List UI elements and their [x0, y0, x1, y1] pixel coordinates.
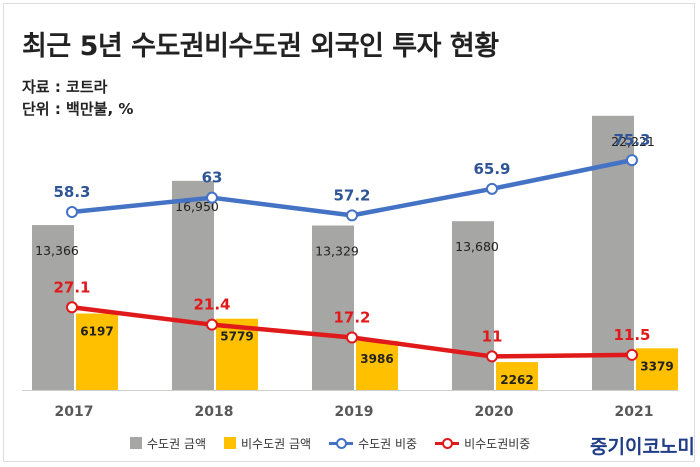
bar-value-label-nonseoul-amount-2021: 3379 [640, 359, 673, 373]
line-value-label-nonseoul-share-2019: 17.2 [333, 308, 370, 326]
legend-swatch-seoul-share [329, 437, 354, 449]
x-tick-label-2021: 2021 [615, 404, 654, 420]
bar-value-label-seoul-amount-2020: 13,680 [455, 239, 499, 254]
marker-seoul-share-2017 [66, 206, 78, 219]
x-tick-label-2019: 2019 [335, 404, 374, 420]
legend-label-seoul-amount: 수도권 금액 [147, 436, 207, 451]
bar-nonseoul-amount-2017 [76, 313, 118, 390]
legend-label-seoul-share: 수도권 비중 [358, 436, 418, 451]
brand-logo: 중기이코노미 [590, 436, 695, 458]
marker-nonseoul-share-2018 [206, 318, 218, 331]
bar-nonseoul-amount-2018 [216, 318, 258, 390]
legend-swatch-nonseoul-share [435, 437, 460, 449]
marker-nonseoul-share-2021 [626, 348, 638, 361]
line-value-label-nonseoul-share-2018: 21.4 [193, 296, 230, 314]
bar-value-label-seoul-amount-2019: 13,329 [315, 244, 359, 259]
bar-nonseoul-amount-2019 [356, 340, 398, 390]
marker-seoul-share-2018 [206, 191, 218, 204]
bar-nonseoul-amount-2021 [636, 348, 678, 390]
bar-value-label-nonseoul-amount-2018: 5779 [220, 330, 253, 344]
bar-value-label-seoul-amount-2021: 22,221 [611, 134, 655, 149]
marker-nonseoul-share-2020 [486, 350, 498, 363]
bar-value-label-nonseoul-amount-2019: 3986 [360, 352, 393, 366]
marker-nonseoul-share-2019 [346, 331, 358, 344]
bar-seoul-amount-2018 [172, 180, 214, 390]
bar-nonseoul-amount-2020 [496, 362, 538, 390]
chart-frame [3, 3, 695, 462]
legend-item-seoul-amount: 수도권 금액 [130, 435, 206, 452]
marker-seoul-share-2019 [346, 209, 358, 222]
legend-item-seoul-share: 수도권 비중 [329, 435, 417, 452]
marker-nonseoul-share-2017 [66, 301, 78, 314]
line-value-label-nonseoul-share-2017: 27.1 [53, 278, 90, 296]
unit-note: 단위 : 백만불, % [22, 100, 134, 118]
line-value-label-nonseoul-share-2020: 11 [482, 327, 503, 345]
marker-seoul-share-2020 [486, 182, 498, 195]
source-note: 자료 : 코트라 [22, 78, 108, 96]
chart-title: 최근 5년 수도권비수도권 외국인 투자 현황 [22, 31, 499, 62]
bar-value-label-seoul-amount-2017: 13,366 [35, 243, 79, 258]
x-tick-label-2020: 2020 [475, 404, 514, 420]
line-value-label-seoul-share-2019: 57.2 [333, 186, 370, 204]
legend-swatch-nonseoul-amount [224, 437, 237, 449]
bar-seoul-amount-2020 [452, 221, 494, 390]
line-value-label-nonseoul-share-2021: 11.5 [613, 326, 650, 344]
x-tick-label-2017: 2017 [55, 404, 94, 420]
bar-seoul-amount-2019 [312, 225, 354, 390]
line-value-label-seoul-share-2021: 75.3 [613, 131, 650, 149]
line-value-label-seoul-share-2017: 58.3 [53, 183, 90, 201]
line-value-label-seoul-share-2018: 63 [202, 169, 223, 187]
line-value-label-seoul-share-2020: 65.9 [473, 160, 510, 178]
legend-swatch-seoul-amount [130, 437, 142, 449]
bar-value-label-nonseoul-amount-2020: 2262 [500, 373, 533, 387]
legend-label-nonseoul-amount: 비수도권 금액 [241, 436, 312, 451]
legend: 수도권 금액 비수도권 금액 수도권 비중 비수도권비중 [130, 433, 530, 453]
legend-item-nonseoul-share: 비수도권비중 [435, 435, 530, 452]
legend-label-nonseoul-share: 비수도권비중 [464, 436, 531, 451]
legend-item-nonseoul-amount: 비수도권 금액 [224, 435, 311, 452]
bar-value-label-nonseoul-amount-2017: 6197 [80, 325, 113, 339]
marker-seoul-share-2021 [626, 154, 638, 167]
x-tick-label-2018: 2018 [195, 404, 234, 420]
